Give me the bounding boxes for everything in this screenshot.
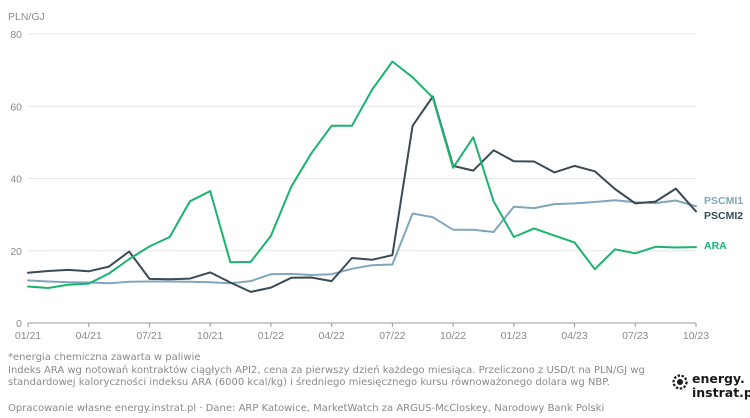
x-tick-label: 07/22 — [379, 330, 405, 342]
x-axis: 01/21 04/21 07/21 10/21 01/22 04/22 07/22 10/22… — [15, 323, 709, 342]
footnote-line-1: *energia chemiczna zawarta w paliwie — [8, 352, 201, 363]
instrat-logo[interactable]: energy. instrat.pl — [670, 368, 750, 412]
logo-line-2: instrat.pl — [692, 385, 750, 400]
gear-icon — [672, 374, 688, 390]
x-tick-label: 01/21 — [15, 330, 41, 342]
series-line-pscmi1 — [27, 199, 697, 285]
x-tick-label: 04/23 — [561, 330, 587, 342]
y-tick-label: 80 — [10, 29, 22, 41]
x-tick-label: 10/21 — [197, 330, 223, 342]
footnote-line-2: Indeks ARA wg notowań kontraktów ciągłyc… — [8, 364, 645, 376]
y-tick-label: 0 — [16, 318, 22, 330]
series-lines — [27, 60, 697, 293]
legend: PSCMI1 PSCMI2 ARA — [704, 195, 743, 252]
y-axis: PLN/GJ 0 20 40 60 80 — [8, 11, 45, 330]
x-tick-label: 07/21 — [136, 330, 162, 342]
logo-text: energy. instrat.pl — [692, 372, 750, 400]
y-tick-label: 20 — [10, 246, 22, 258]
legend-label-ara: ARA — [704, 240, 727, 252]
x-tick-label: 07/23 — [622, 330, 648, 342]
x-tick-label: 10/23 — [683, 330, 709, 342]
x-tick-label: 01/23 — [501, 330, 527, 342]
legend-label-pscmi2: PSCMI2 — [704, 210, 743, 222]
x-tick-label: 01/22 — [258, 330, 284, 342]
footnote: *energia chemiczna zawarta w paliwie Ind… — [8, 352, 668, 390]
x-tick-label: 04/21 — [76, 330, 102, 342]
x-tick-label: 10/22 — [440, 330, 466, 342]
logo-line-1: energy. — [692, 371, 745, 386]
x-tick-label: 04/22 — [318, 330, 344, 342]
y-axis-unit-label: PLN/GJ — [8, 11, 45, 23]
y-tick-label: 40 — [10, 174, 22, 186]
series-line-ara — [27, 60, 697, 289]
footnote-line-3: standardowej kaloryczności indeksu ARA (… — [8, 377, 610, 388]
grid-lines — [28, 33, 696, 324]
y-tick-label: 60 — [10, 101, 22, 113]
legend-label-pscmi1: PSCMI1 — [704, 195, 743, 207]
series-line-pscmi2 — [27, 95, 697, 293]
source-credit: Opracowanie własne energy.instrat.pl · D… — [8, 403, 605, 414]
